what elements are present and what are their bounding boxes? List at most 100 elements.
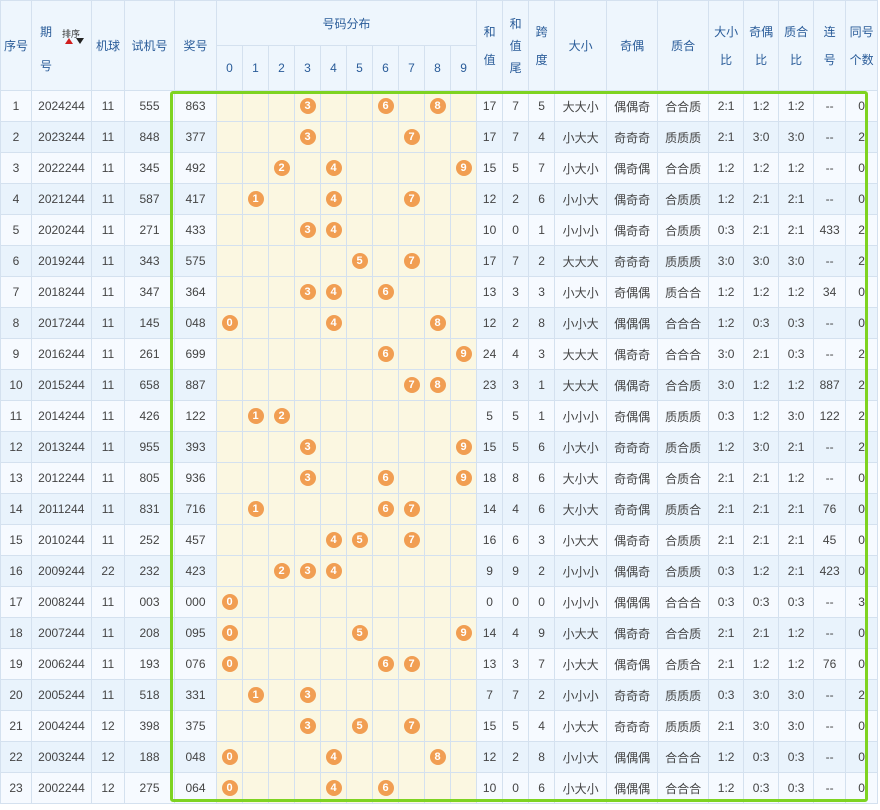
cell-digit-9 — [449, 369, 478, 401]
cell-prime-composite: 合质质 — [657, 555, 710, 587]
cell-consecutive: -- — [813, 307, 847, 339]
cell-prize: 417 — [174, 183, 217, 215]
cell-prize: 433 — [174, 214, 217, 246]
cell-prime-composite: 合质质 — [657, 183, 710, 215]
cell-prize: 048 — [174, 307, 217, 339]
cell-digit-8 — [424, 214, 451, 246]
cell-span: 7 — [528, 648, 556, 680]
cell-prime-composite: 合合合 — [657, 772, 710, 804]
cell-sum-tail: 5 — [502, 400, 530, 432]
digit-ball: 0 — [221, 656, 238, 672]
digit-ball: 7 — [403, 253, 420, 269]
cell-odd-even: 偶奇奇 — [606, 183, 659, 215]
cell-prize: 122 — [174, 400, 217, 432]
cell-issue: 2012244 — [31, 462, 92, 494]
cell-sum: 10 — [476, 214, 504, 246]
cell-span: 8 — [528, 741, 556, 773]
header-sum-tail: 和值尾 — [502, 0, 530, 91]
cell-digit-7: 7 — [398, 369, 425, 401]
digit-ball: 8 — [429, 377, 446, 393]
cell-issue: 2010244 — [31, 524, 92, 556]
cell-digit-6 — [372, 307, 399, 339]
sort-desc-icon[interactable] — [76, 38, 84, 44]
sort-asc-icon[interactable] — [65, 38, 73, 44]
cell-machine: 11 — [91, 462, 125, 494]
header-digit-2: 2 — [268, 45, 295, 91]
cell-consecutive: -- — [813, 772, 847, 804]
cell-digit-2 — [268, 307, 295, 339]
cell-sum-tail: 5 — [502, 431, 530, 463]
cell-bs-ratio: 2:1 — [708, 617, 745, 649]
cell-digit-1 — [242, 617, 269, 649]
cell-issue: 2022244 — [31, 152, 92, 184]
cell-digit-3 — [294, 183, 321, 215]
cell-digit-6 — [372, 369, 399, 401]
sort-toggle[interactable]: 排序 — [62, 27, 88, 49]
cell-seq: 5 — [0, 214, 32, 246]
cell-same-count: 0 — [845, 524, 879, 556]
cell-digit-8 — [424, 710, 451, 742]
cell-bs-ratio: 3:0 — [708, 369, 745, 401]
cell-seq: 4 — [0, 183, 32, 215]
table-row: 12 2013244 11 955 393 3 9 15 5 6 小大小 奇奇奇 质合质 1:2 3:0 2:… — [0, 431, 879, 463]
digit-ball: 7 — [403, 656, 420, 672]
cell-digit-1 — [242, 90, 269, 122]
header-seq: 序号 — [0, 0, 32, 91]
cell-odd-even: 奇奇奇 — [606, 245, 659, 277]
cell-pc-ratio: 0:3 — [778, 586, 815, 618]
cell-issue: 2006244 — [31, 648, 92, 680]
cell-digit-2 — [268, 741, 295, 773]
cell-digit-5 — [346, 462, 373, 494]
digit-ball: 1 — [247, 687, 264, 703]
cell-sum: 9 — [476, 555, 504, 587]
cell-digit-4 — [320, 710, 347, 742]
cell-issue: 2024244 — [31, 90, 92, 122]
digit-ball: 4 — [325, 563, 342, 579]
cell-digit-6 — [372, 121, 399, 153]
cell-big-small: 小大大 — [554, 524, 608, 556]
cell-issue: 2015244 — [31, 369, 92, 401]
cell-digit-8: 8 — [424, 307, 451, 339]
header-issue[interactable]: 期 号 排序 — [31, 0, 92, 91]
cell-sum: 15 — [476, 431, 504, 463]
cell-consecutive: -- — [813, 121, 847, 153]
cell-digit-9 — [449, 121, 478, 153]
cell-digit-4 — [320, 369, 347, 401]
cell-digit-4 — [320, 90, 347, 122]
cell-odd-even: 奇偶偶 — [606, 276, 659, 308]
cell-digit-6 — [372, 679, 399, 711]
cell-same-count: 2 — [845, 245, 879, 277]
digit-ball: 2 — [273, 563, 290, 579]
cell-pc-ratio: 2:1 — [778, 214, 815, 246]
cell-pc-ratio: 2:1 — [778, 431, 815, 463]
header-trial: 试机号 — [124, 0, 175, 91]
cell-oe-ratio: 2:1 — [743, 338, 780, 370]
cell-digit-8 — [424, 338, 451, 370]
cell-prime-composite: 合合质 — [657, 90, 710, 122]
digit-ball: 3 — [299, 284, 316, 300]
cell-prime-composite: 质质质 — [657, 121, 710, 153]
cell-same-count: 2 — [845, 121, 879, 153]
cell-seq: 10 — [0, 369, 32, 401]
cell-digit-0 — [216, 121, 243, 153]
table-row: 22 2003244 12 188 048 0 4 8 12 2 8 小小大 偶偶偶 合合合 1:2 0:3 0… — [0, 741, 879, 773]
cell-digit-6 — [372, 400, 399, 432]
cell-seq: 1 — [0, 90, 32, 122]
cell-same-count: 0 — [845, 772, 879, 804]
cell-digit-5: 5 — [346, 710, 373, 742]
cell-issue: 2016244 — [31, 338, 92, 370]
cell-digit-5: 5 — [346, 617, 373, 649]
cell-trial: 426 — [124, 400, 175, 432]
cell-same-count: 0 — [845, 152, 879, 184]
cell-odd-even: 偶奇奇 — [606, 617, 659, 649]
cell-digit-0 — [216, 555, 243, 587]
cell-pc-ratio: 2:1 — [778, 524, 815, 556]
cell-digit-3: 3 — [294, 710, 321, 742]
cell-span: 1 — [528, 214, 556, 246]
cell-big-small: 小小小 — [554, 555, 608, 587]
cell-odd-even: 偶奇奇 — [606, 338, 659, 370]
digit-ball: 9 — [455, 470, 472, 486]
cell-sum: 16 — [476, 524, 504, 556]
cell-digit-9 — [449, 90, 478, 122]
